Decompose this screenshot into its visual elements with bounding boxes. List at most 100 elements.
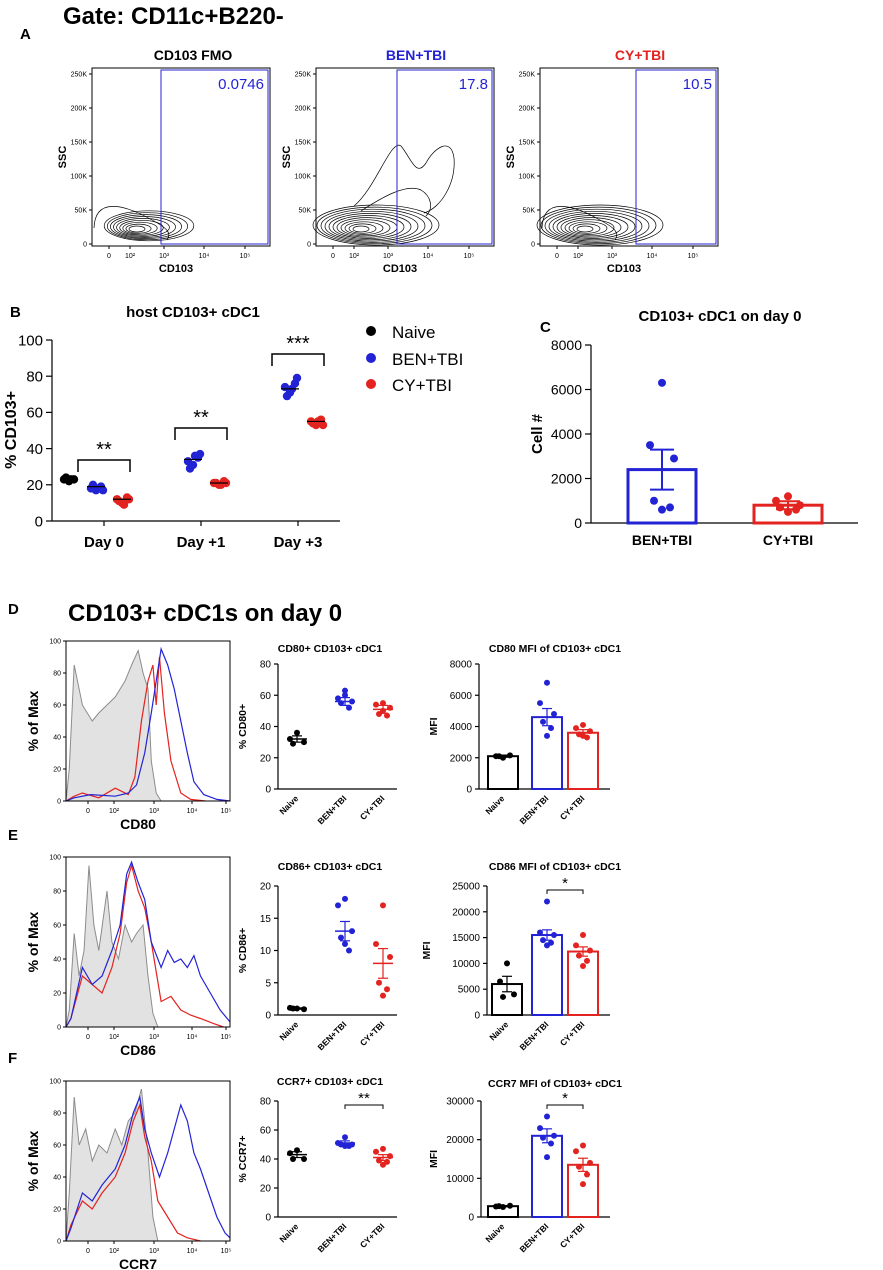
y-tick-label: 80	[53, 1111, 61, 1118]
data-point	[792, 505, 800, 514]
data-point	[384, 712, 390, 719]
data-point	[580, 932, 586, 939]
data-point	[580, 1181, 586, 1188]
data-point	[584, 1171, 590, 1178]
data-point	[290, 740, 296, 747]
x-tick-label: BEN+TBI	[632, 532, 692, 548]
y-axis-label: MFI	[428, 1150, 440, 1168]
y-tick-label: 20	[53, 1207, 61, 1214]
data-point	[342, 895, 348, 902]
data-point	[119, 500, 129, 509]
data-point	[335, 902, 341, 909]
data-point	[658, 378, 666, 387]
y-tick-label: 15000	[452, 933, 480, 944]
x-tick-label: 10³	[159, 253, 170, 260]
y-tick-label: 0	[265, 785, 271, 796]
y-axis-label: % CD86+	[237, 928, 249, 973]
contour	[544, 208, 650, 243]
data-point	[387, 1153, 393, 1160]
data-point	[338, 934, 344, 941]
chart-d1: CD80+ CD103+ cDC1 0 20 40 60 80 % CD80+ Naive BE…	[237, 643, 397, 826]
chart-e1: CD86+ CD103+ cDC1 0 5 10 15 20 % CD86+ Naive BEN…	[237, 861, 397, 1052]
chart-title: CD80+ CD103+ cDC1	[278, 643, 383, 655]
significance-bracket	[546, 1104, 584, 1109]
y-tick-label: 10000	[446, 1174, 474, 1185]
data-point	[580, 721, 586, 728]
histogram-y-label: % of Max	[25, 690, 41, 751]
y-tick-label: 250K	[295, 72, 312, 79]
significance-bracket	[174, 427, 228, 440]
y-tick-label: 60	[53, 703, 61, 710]
legend-label: BEN+TBI	[392, 350, 463, 369]
data-point	[373, 941, 379, 948]
significance-label: **	[193, 407, 209, 429]
data-point	[544, 679, 550, 686]
y-tick-label: 100	[49, 1079, 61, 1086]
y-tick-label: 0	[474, 1011, 480, 1022]
contour	[348, 223, 377, 234]
histogram-marker-label: CD80	[120, 816, 156, 832]
y-tick-label: 80	[53, 671, 61, 678]
flow-y-label: SSC	[281, 146, 293, 169]
x-tick-label: 10³	[149, 808, 160, 815]
y-tick-label: 100	[49, 639, 61, 646]
data-point	[548, 725, 554, 732]
x-tick-label: Naive	[483, 793, 506, 816]
contour	[572, 223, 601, 234]
contour	[344, 221, 384, 235]
data-point	[287, 736, 293, 742]
contour	[312, 204, 440, 246]
y-tick-label: 200K	[519, 106, 536, 113]
data-point	[650, 496, 658, 505]
significance-bracket	[344, 1104, 384, 1109]
flow-y-label: SSC	[57, 146, 69, 169]
x-tick-label: Day +1	[177, 534, 226, 551]
x-tick-label: 10⁴	[187, 1248, 198, 1255]
flow-plot-title: BEN+TBI	[386, 47, 446, 63]
y-tick-label: 50K	[299, 208, 312, 215]
data-point	[576, 1163, 582, 1170]
data-point	[380, 1145, 386, 1152]
contour	[340, 219, 391, 237]
contour	[352, 225, 370, 233]
contour	[540, 206, 657, 245]
x-tick-label: 0	[555, 253, 559, 260]
flow-plot-frame	[539, 67, 719, 247]
y-tick-label: 0	[466, 785, 472, 796]
x-tick-label: CY+TBI	[358, 1221, 387, 1250]
histogram-ben	[65, 1094, 231, 1242]
contour	[316, 206, 433, 245]
y-tick-label: 50K	[75, 208, 88, 215]
y-tick-label: 40	[26, 441, 43, 458]
chart-title: CD80 MFI of CD103+ cDC1	[489, 643, 621, 655]
x-tick-label: 10³	[383, 253, 394, 260]
y-tick-label: 8000	[450, 660, 473, 671]
x-tick-label: 10⁵	[240, 253, 251, 260]
y-tick-label: 20	[53, 991, 61, 998]
histogram-control	[65, 1088, 165, 1242]
bar	[567, 731, 599, 790]
x-tick-label: 10²	[109, 1248, 120, 1255]
data-point	[496, 1203, 502, 1210]
x-tick-label: 10²	[573, 253, 584, 260]
y-tick-label: 20	[260, 882, 272, 893]
y-tick-label: 0	[57, 1025, 61, 1032]
data-point	[544, 942, 550, 949]
y-tick-label: 40	[260, 722, 272, 733]
chart-title: CCR7+ CD103+ cDC1	[277, 1076, 383, 1088]
data-point	[544, 898, 550, 905]
y-tick-label: 150K	[295, 140, 312, 147]
flow-x-label: CD103	[383, 263, 417, 275]
y-tick-label: 250K	[71, 72, 88, 79]
data-point	[551, 1132, 557, 1139]
gate-rectangle	[396, 69, 493, 245]
data-point	[544, 732, 550, 739]
bar	[531, 716, 563, 790]
data-point	[290, 1156, 296, 1162]
y-tick-label: 4000	[551, 426, 582, 442]
y-tick-label: 40	[53, 735, 61, 742]
data-point	[497, 978, 503, 985]
significance-bracket	[546, 889, 584, 894]
data-point	[342, 941, 348, 948]
